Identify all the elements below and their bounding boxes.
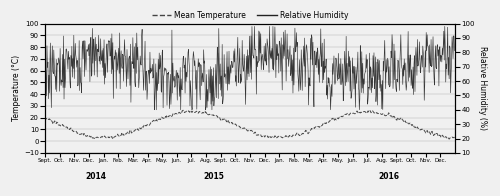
Y-axis label: Relative Humidity (%): Relative Humidity (%) (478, 46, 487, 130)
Legend: Mean Temperature, Relative Humidity: Mean Temperature, Relative Humidity (149, 8, 351, 23)
Text: 2014: 2014 (86, 172, 107, 181)
Text: 2016: 2016 (378, 172, 400, 181)
Y-axis label: Temperature (°C): Temperature (°C) (12, 55, 21, 121)
Text: 2015: 2015 (203, 172, 224, 181)
